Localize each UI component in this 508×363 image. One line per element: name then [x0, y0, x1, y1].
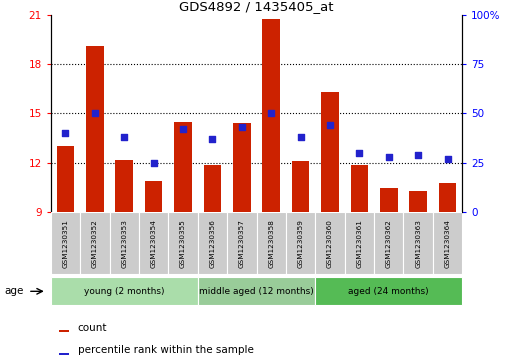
Bar — [315, 212, 345, 274]
Bar — [145, 181, 163, 212]
Bar — [315, 277, 462, 305]
Point — [414, 152, 422, 158]
Bar — [80, 212, 110, 274]
Text: age: age — [4, 286, 23, 296]
Text: young (2 months): young (2 months) — [84, 287, 165, 296]
Bar — [51, 212, 80, 274]
Bar — [374, 212, 403, 274]
Text: GSM1230358: GSM1230358 — [268, 219, 274, 268]
Point — [61, 130, 70, 136]
Text: GSM1230353: GSM1230353 — [121, 219, 128, 268]
Bar — [286, 212, 315, 274]
Bar — [403, 212, 433, 274]
Point — [179, 126, 187, 132]
Point — [443, 156, 452, 162]
Bar — [57, 146, 74, 212]
Bar — [59, 330, 70, 332]
Point — [385, 154, 393, 160]
Bar — [204, 164, 221, 212]
Title: GDS4892 / 1435405_at: GDS4892 / 1435405_at — [179, 0, 334, 13]
Bar — [110, 212, 139, 274]
Bar — [86, 46, 104, 212]
Text: GSM1230357: GSM1230357 — [239, 219, 245, 268]
Text: percentile rank within the sample: percentile rank within the sample — [78, 346, 253, 355]
Bar — [227, 212, 257, 274]
Bar — [174, 122, 192, 212]
Text: GSM1230361: GSM1230361 — [357, 219, 362, 268]
Text: GSM1230356: GSM1230356 — [209, 219, 215, 268]
Point — [238, 125, 246, 130]
Text: count: count — [78, 323, 107, 333]
Text: GSM1230359: GSM1230359 — [298, 219, 304, 268]
Point — [149, 160, 157, 166]
Bar — [198, 212, 227, 274]
Text: middle aged (12 months): middle aged (12 months) — [199, 287, 314, 296]
Text: GSM1230362: GSM1230362 — [386, 219, 392, 268]
Point — [208, 136, 216, 142]
Point — [91, 111, 99, 117]
Bar — [433, 212, 462, 274]
Bar — [139, 212, 168, 274]
Text: GSM1230363: GSM1230363 — [415, 219, 421, 268]
Bar — [263, 20, 280, 212]
Bar — [233, 123, 250, 212]
Bar — [292, 161, 309, 212]
Bar — [439, 183, 456, 212]
Bar — [198, 277, 315, 305]
Text: GSM1230364: GSM1230364 — [444, 219, 451, 268]
Bar — [321, 92, 339, 212]
Text: GSM1230354: GSM1230354 — [151, 219, 156, 268]
Text: GSM1230351: GSM1230351 — [62, 219, 69, 268]
Bar — [380, 188, 398, 212]
Bar — [351, 164, 368, 212]
Point — [120, 134, 129, 140]
Bar — [51, 277, 198, 305]
Bar — [409, 191, 427, 212]
Point — [355, 150, 363, 156]
Text: aged (24 months): aged (24 months) — [348, 287, 429, 296]
Text: GSM1230360: GSM1230360 — [327, 219, 333, 268]
Text: GSM1230355: GSM1230355 — [180, 219, 186, 268]
Bar — [257, 212, 286, 274]
Bar — [59, 353, 70, 355]
Point — [326, 122, 334, 128]
Point — [267, 111, 275, 117]
Bar — [168, 212, 198, 274]
Text: GSM1230352: GSM1230352 — [92, 219, 98, 268]
Bar — [115, 160, 133, 212]
Point — [297, 134, 305, 140]
Bar — [345, 212, 374, 274]
